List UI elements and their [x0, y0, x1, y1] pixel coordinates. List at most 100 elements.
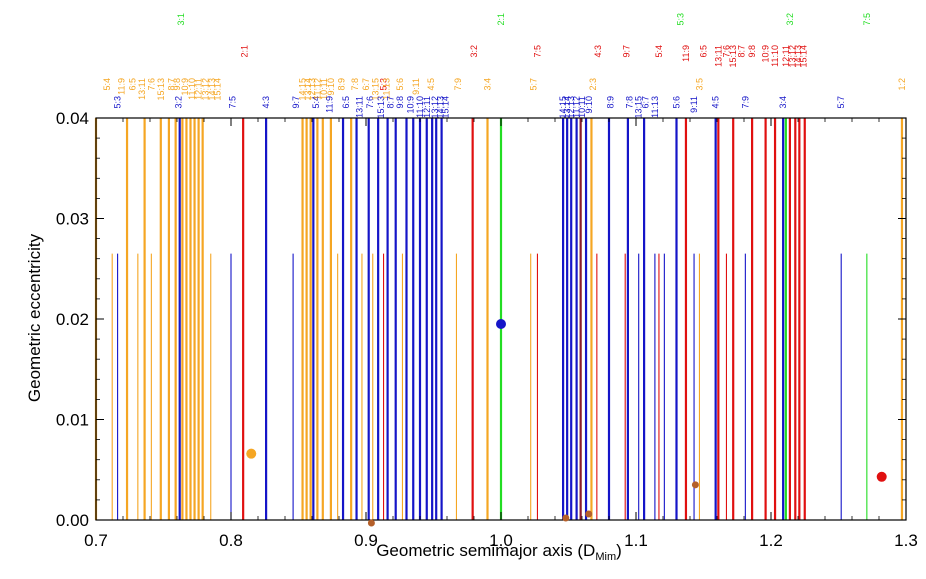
resonance-label: 8:9	[605, 96, 615, 109]
x-tick-label: 1.1	[624, 531, 648, 550]
resonance-label: 5:3	[113, 96, 123, 109]
resonance-label: 10:11	[319, 78, 329, 100]
data-point	[496, 319, 506, 330]
axes: 0.7 0.8 0.9 1.0 1.1 1.2 1.3 0.00 0.01 0.02 0.03 0.0…	[56, 109, 918, 550]
resonance-label: 13:11	[713, 45, 723, 67]
resonance-lines	[94, 118, 904, 520]
resonance-label: 11:13	[381, 78, 391, 100]
resonance-label: 2:1	[496, 13, 506, 26]
resonance-label: 9:10	[584, 96, 594, 114]
resonance-label: 10:9	[761, 45, 771, 63]
resonance-label: 6:5	[699, 45, 709, 58]
resonance-label: 7:5	[532, 45, 542, 58]
resonance-label: 3:4	[778, 96, 788, 109]
resonance-label: 4:3	[593, 45, 603, 58]
resonance-label: 15:13	[728, 45, 738, 68]
y-tick-label: 0.02	[56, 310, 89, 329]
resonance-label: 9:7	[622, 45, 632, 58]
x-tick-label: 0.8	[219, 531, 243, 550]
resonance-label: 8:7	[736, 45, 746, 58]
resonance-label: 12:11	[781, 45, 791, 67]
resonance-label: 5:3	[379, 78, 389, 91]
resonance-label: 11:9	[325, 96, 335, 113]
resonance-label: 5:6	[672, 96, 682, 109]
resonance-label: 7:6	[721, 45, 731, 58]
resonance-label: 12:13	[307, 78, 317, 101]
resonance-label: 3:4	[483, 78, 493, 91]
resonance-label: 12:13	[566, 96, 576, 119]
resonance-label: 5:4	[102, 78, 112, 91]
x-tick-label: 1.3	[894, 531, 918, 550]
resonance-label: 11:10	[770, 45, 780, 67]
x-axis-label: Geometric semimajor axis (DMim)	[376, 541, 622, 563]
resonance-label: 11:9	[117, 78, 127, 95]
resonance-label: 7:9	[740, 96, 750, 109]
resonance-label: 5:7	[528, 78, 538, 91]
resonance-label: 15:14	[213, 78, 223, 101]
resonance-label: 13:12	[200, 78, 210, 101]
resonance-label: 15:13	[376, 96, 386, 119]
resonance-labels: 5:45:311:9 6:5 13:11 7:6 15:13 8:73:19:83:210…	[102, 13, 907, 119]
data-points	[246, 319, 887, 527]
resonance-label: 11:10	[187, 78, 197, 100]
resonance-label: 14:13	[793, 45, 803, 68]
resonance-label: 5:6	[395, 78, 405, 91]
resonance-label: 13:14	[303, 78, 313, 101]
data-point	[246, 448, 257, 459]
y-tick-label: 0.00	[56, 511, 89, 530]
resonance-label: 9:7	[291, 96, 301, 109]
resonance-label: 6:7	[361, 78, 371, 91]
resonance-label: 11:10	[415, 96, 425, 118]
resonance-label: 9:8	[395, 96, 405, 109]
resonance-label: 5:4	[654, 45, 664, 58]
resonance-label: 7:9	[453, 78, 463, 91]
resonance-label: 15:14	[441, 96, 451, 119]
resonance-label: 8:7	[385, 96, 395, 109]
resonance-label: 10:11	[577, 96, 587, 118]
x-tick-label: 0.7	[84, 531, 108, 550]
resonance-label: 14:13	[435, 96, 445, 119]
resonance-label: 6:5	[341, 96, 351, 109]
resonance-label: 3:2	[469, 45, 479, 58]
resonance-label: 2:3	[588, 78, 598, 91]
resonance-label: 8:7	[167, 78, 177, 91]
resonance-label: 3:2	[173, 96, 183, 109]
resonance-label: 11:12	[572, 96, 582, 118]
resonance-label: 8:9	[337, 78, 347, 91]
x-tick-label: 1.2	[759, 531, 783, 550]
resonance-label: 7:6	[146, 78, 156, 91]
resonance-label: 9:8	[172, 78, 182, 91]
resonance-label: 6:5	[127, 78, 137, 91]
resonance-label: 11:9	[681, 45, 691, 62]
resonance-label: 9:10	[326, 78, 336, 96]
resonance-label: 15:14	[798, 45, 808, 68]
resonance-label: 5:4	[311, 96, 321, 109]
resonance-label: 13:15	[634, 96, 644, 119]
resonance-label: 4:5	[426, 78, 436, 91]
resonance-label: 7:5	[862, 13, 872, 26]
resonance-label: 4:5	[711, 96, 721, 109]
resonance-label: 7:5	[227, 96, 237, 109]
y-tick-label: 0.01	[56, 411, 89, 430]
resonance-label: 2:1	[240, 45, 250, 58]
resonance-label: 6:7	[640, 96, 650, 109]
resonance-label: 15:13	[156, 78, 166, 101]
y-tick-label: 0.03	[56, 210, 89, 229]
resonance-label: 10:9	[180, 78, 190, 96]
resonance-label: 7:8	[350, 78, 360, 91]
data-point	[585, 510, 593, 518]
resonance-label: 3:5	[694, 78, 704, 91]
resonance-label: 14:13	[207, 78, 217, 101]
resonance-label: 11:13	[650, 96, 660, 118]
resonance-label: 5:3	[676, 13, 686, 26]
resonance-label: 3:2	[785, 13, 795, 26]
resonance-label: 13:12	[788, 45, 798, 68]
resonance-label: 12:11	[422, 96, 432, 118]
data-point	[367, 519, 375, 527]
resonance-label: 14:15	[298, 78, 308, 101]
data-point	[691, 481, 699, 489]
resonance-label: 12:11	[194, 78, 204, 100]
resonance-label: 13:15	[370, 78, 380, 101]
resonance-label: 13:12	[430, 96, 440, 119]
resonance-label: 5:7	[836, 96, 846, 109]
